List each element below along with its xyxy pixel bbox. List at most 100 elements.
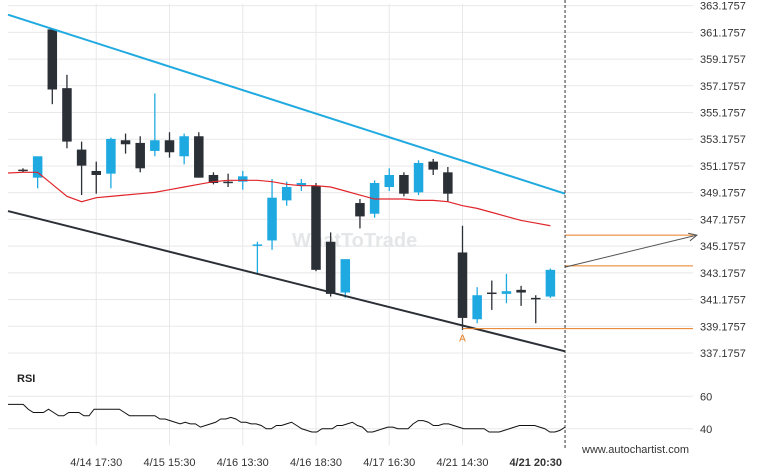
candle-body [267, 197, 277, 241]
candle-body [62, 88, 72, 142]
price-tick-label: 341.1757 [700, 295, 746, 307]
price-tick-label: 345.1757 [700, 241, 746, 253]
candle [252, 241, 263, 274]
candle [355, 199, 365, 229]
candle [472, 287, 482, 324]
candle-body [399, 174, 409, 194]
candle-body [355, 203, 365, 217]
candle [76, 141, 87, 196]
rsi-label: RSI [17, 373, 35, 385]
candle-body [384, 174, 394, 188]
candle-body [487, 292, 497, 295]
candle [325, 232, 336, 297]
watermark: WhatToTrade [292, 230, 417, 252]
candle-body [545, 269, 556, 297]
candle-body [194, 136, 204, 178]
candle [106, 137, 116, 189]
candle [311, 183, 321, 272]
price-tick-label: 361.1757 [700, 27, 746, 39]
time-tick-label: 4/21 14:30 [437, 457, 489, 469]
candle-body [76, 149, 87, 166]
rsi-tick-label: 40 [700, 424, 712, 436]
time-tick-label: 4/14 17:30 [70, 457, 122, 469]
candle [487, 280, 497, 310]
candle [457, 225, 468, 330]
trend-overlays: A [7, 0, 699, 450]
candle-body [457, 252, 468, 318]
price-tick-label: 337.1757 [700, 348, 746, 360]
candle-body [120, 140, 131, 145]
time-tick-label: 4/21 20:30 [509, 457, 562, 469]
candle [179, 133, 189, 165]
price-tick-label: 359.1757 [700, 54, 746, 66]
price-tick-label: 355.1757 [700, 108, 746, 120]
candle [443, 166, 453, 202]
grid-lines [8, 4, 693, 445]
candle-body [223, 181, 233, 184]
candle-body [179, 136, 189, 157]
candlesticks [18, 28, 556, 330]
candle-body [340, 259, 351, 293]
rsi-tick-label: 60 [700, 391, 712, 403]
footer-website[interactable]: www.autochartist.com [581, 444, 689, 456]
candle-body [135, 142, 145, 169]
rsi-line [8, 403, 566, 433]
candle [545, 268, 556, 298]
candle-body [296, 183, 307, 186]
projection-arrow-head [687, 232, 699, 242]
candle [164, 132, 175, 158]
candle-body [325, 241, 336, 294]
candle [384, 168, 394, 192]
projection-arrow-line [564, 234, 698, 268]
candle-body [164, 140, 175, 153]
candle [516, 285, 526, 306]
candle-body [413, 162, 424, 193]
candle-body [281, 187, 292, 201]
pattern-point-label: A [459, 334, 466, 345]
candle [120, 133, 131, 154]
price-tick-label: 351.1757 [700, 161, 746, 173]
candle-body [443, 172, 453, 194]
candle [399, 172, 409, 197]
candle-body [32, 156, 43, 178]
time-tick-label: 4/15 15:30 [144, 457, 196, 469]
candle-body [91, 170, 101, 175]
candle [62, 74, 72, 149]
candle [281, 181, 292, 206]
candle [91, 161, 101, 194]
candle-body [472, 295, 482, 320]
time-axis: 4/14 17:30 4/15 15:30 4/16 13:30 4/16 18:30… [70, 457, 562, 469]
candle-body [18, 169, 28, 172]
time-tick-label: 4/17 16:30 [363, 457, 415, 469]
candle [267, 178, 277, 250]
candle-body [252, 244, 263, 246]
candle-body [47, 29, 58, 90]
price-tick-label: 343.1757 [700, 268, 746, 280]
candle [296, 178, 307, 192]
rsi-panel: RSI 60 40 [8, 373, 712, 436]
candle [135, 136, 145, 173]
candle [531, 295, 541, 324]
candle [340, 259, 351, 298]
candle [18, 168, 28, 173]
price-tick-label: 353.1757 [700, 134, 746, 146]
price-tick-label: 357.1757 [700, 81, 746, 93]
candle [150, 93, 160, 157]
price-tick-label: 347.1757 [700, 214, 746, 226]
candle-body [501, 291, 512, 294]
upper-trendline [7, 13, 566, 195]
candle-body [516, 289, 526, 293]
candle [194, 132, 204, 178]
candle [413, 160, 424, 196]
candle [47, 28, 58, 105]
time-tick-label: 4/16 13:30 [217, 457, 269, 469]
candle-body [428, 161, 438, 170]
candle [208, 172, 219, 185]
lower-trendline [7, 210, 566, 353]
candle-body [369, 183, 380, 214]
candle-body [150, 140, 160, 151]
candle-body [531, 297, 541, 300]
price-tick-label: 363.1757 [700, 1, 746, 13]
candle-body [311, 185, 321, 270]
